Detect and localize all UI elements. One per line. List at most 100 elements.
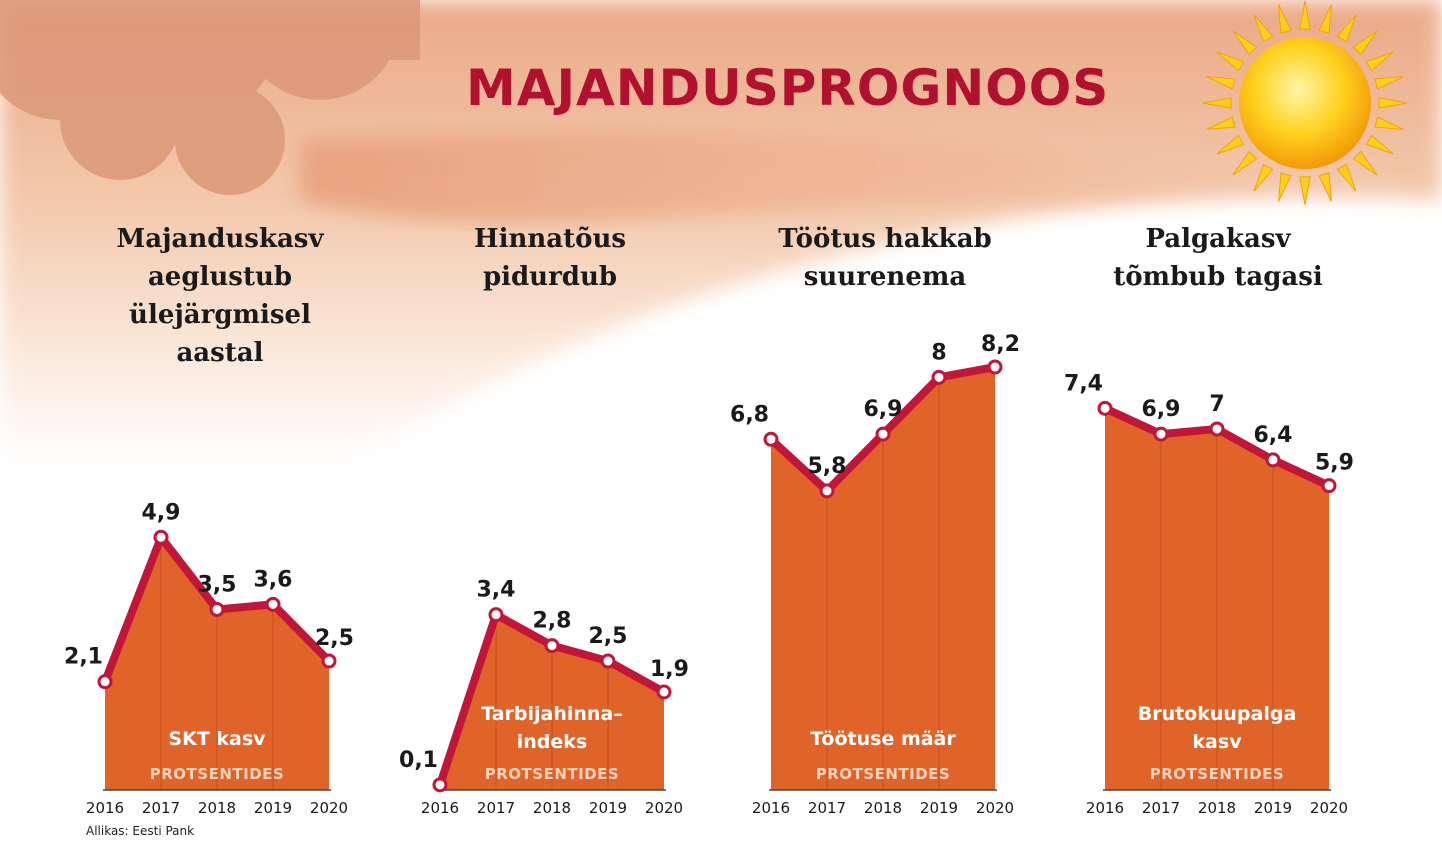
data-point: [321, 653, 337, 669]
data-point: [209, 601, 225, 617]
value-label: 0,1: [399, 748, 438, 773]
chart-panel-2: 0,1 2016 3,4 2017 2,8 2018 2,5 2019 1,9 2020 Tarbi…: [399, 578, 689, 817]
x-tick-label: 2019: [254, 799, 292, 817]
chart-panel-4: 7,4 2016 6,9 2017 7 2018 6,4 2019 5,9 2020 Brutoku…: [1064, 371, 1354, 817]
value-label: 6,9: [864, 397, 903, 422]
data-point: [97, 674, 113, 690]
series-label: Brutokuupalga: [1138, 703, 1297, 725]
unit-label: PROTSENTIDES: [816, 765, 950, 783]
panel-title-1: Majanduskasv aeglustub ülejärgmisel aast…: [116, 224, 324, 368]
sun-ray: [1216, 134, 1245, 155]
sun-ray: [1318, 172, 1332, 202]
cloud-icon: [0, 0, 420, 195]
series-label: Tarbijahinna–: [481, 703, 623, 725]
sun-ray: [1232, 30, 1258, 56]
value-label: 3,6: [254, 567, 293, 592]
data-point: [1265, 452, 1281, 468]
value-label: 8: [931, 340, 946, 365]
sun-icon: [1202, 0, 1408, 206]
x-tick-label: 2016: [1086, 799, 1124, 817]
data-point: [600, 653, 616, 669]
data-point: [987, 359, 1003, 375]
sun-ray: [1352, 30, 1378, 56]
x-tick-label: 2016: [86, 799, 124, 817]
sun-ray: [1378, 97, 1408, 109]
data-point: [1097, 400, 1113, 416]
x-tick-label: 2017: [1142, 799, 1180, 817]
panel-title-2: Hinnatõus pidurdub: [474, 224, 626, 292]
value-label: 2,5: [315, 626, 354, 651]
data-point: [763, 431, 779, 447]
source-note: Allikas: Eesti Pank: [86, 824, 195, 838]
value-label: 8,2: [981, 332, 1020, 357]
x-tick-label: 2020: [1310, 799, 1348, 817]
data-point: [1153, 426, 1169, 442]
value-label: 6,4: [1254, 423, 1293, 448]
x-tick-label: 2020: [310, 799, 348, 817]
chart-panel-3: 6,8 2016 5,8 2017 6,9 2018 8 2019 8,2 2020 Töötuse…: [730, 332, 1020, 817]
panel-title-4: Palgakasv tõmbub tagasi: [1113, 224, 1323, 292]
x-tick-label: 2018: [1198, 799, 1236, 817]
value-label: 2,5: [589, 624, 628, 649]
x-tick-label: 2018: [198, 799, 236, 817]
data-point: [488, 607, 504, 623]
value-label: 7,4: [1064, 371, 1103, 396]
unit-label: PROTSENTIDES: [485, 765, 619, 783]
sun-ray: [1278, 4, 1292, 34]
sun-ray: [1232, 150, 1258, 176]
data-point: [265, 596, 281, 612]
x-tick-label: 2020: [645, 799, 683, 817]
series-label: SKT kasv: [168, 728, 266, 750]
series-label: kasv: [1192, 731, 1242, 753]
x-tick-label: 2018: [533, 799, 571, 817]
chart-panel-1: 2,1 2016 4,9 2017 3,5 2018 3,6 2019 2,5 2020 SKT k…: [64, 500, 354, 817]
x-tick-label: 2016: [421, 799, 459, 817]
sun-ray: [1374, 116, 1404, 130]
sun-ray: [1374, 76, 1404, 90]
x-tick-label: 2017: [477, 799, 515, 817]
data-point: [432, 777, 448, 793]
sun-ray: [1365, 134, 1394, 155]
sun-ray: [1216, 51, 1245, 72]
data-point: [656, 684, 672, 700]
x-tick-label: 2020: [976, 799, 1014, 817]
sun-ray: [1253, 163, 1274, 192]
data-point: [153, 529, 169, 545]
sun-ray: [1206, 116, 1236, 130]
value-label: 3,5: [198, 572, 237, 597]
x-tick-label: 2017: [142, 799, 180, 817]
series-label: indeks: [517, 731, 587, 753]
value-label: 6,9: [1142, 397, 1181, 422]
x-tick-label: 2019: [920, 799, 958, 817]
x-tick-label: 2018: [864, 799, 902, 817]
sun-ray: [1299, 0, 1311, 30]
value-label: 5,9: [1315, 451, 1354, 476]
page-title: MAJANDUSPROGNOOS: [466, 59, 1110, 117]
panel-title-3: Töötus hakkab suurenema: [778, 224, 992, 292]
value-label: 4,9: [142, 500, 181, 525]
sun-ray: [1299, 176, 1311, 206]
sun-ray: [1206, 76, 1236, 90]
data-point: [1209, 421, 1225, 437]
sun-ray: [1318, 4, 1332, 34]
sun-ray: [1336, 14, 1357, 43]
value-label: 6,8: [730, 402, 769, 427]
data-point: [819, 483, 835, 499]
value-label: 3,4: [477, 578, 516, 603]
data-point: [1321, 478, 1337, 494]
value-label: 5,8: [808, 454, 847, 479]
x-tick-label: 2016: [752, 799, 790, 817]
x-tick-label: 2017: [808, 799, 846, 817]
x-tick-label: 2019: [1254, 799, 1292, 817]
data-point: [931, 369, 947, 385]
sun-ray: [1202, 97, 1232, 109]
unit-label: PROTSENTIDES: [1150, 765, 1284, 783]
unit-label: PROTSENTIDES: [150, 765, 284, 783]
sun-ray: [1336, 163, 1357, 192]
sun-ray: [1365, 51, 1394, 72]
sun-ray: [1352, 150, 1378, 176]
value-label: 1,9: [650, 657, 689, 682]
sun-ray: [1278, 172, 1292, 202]
